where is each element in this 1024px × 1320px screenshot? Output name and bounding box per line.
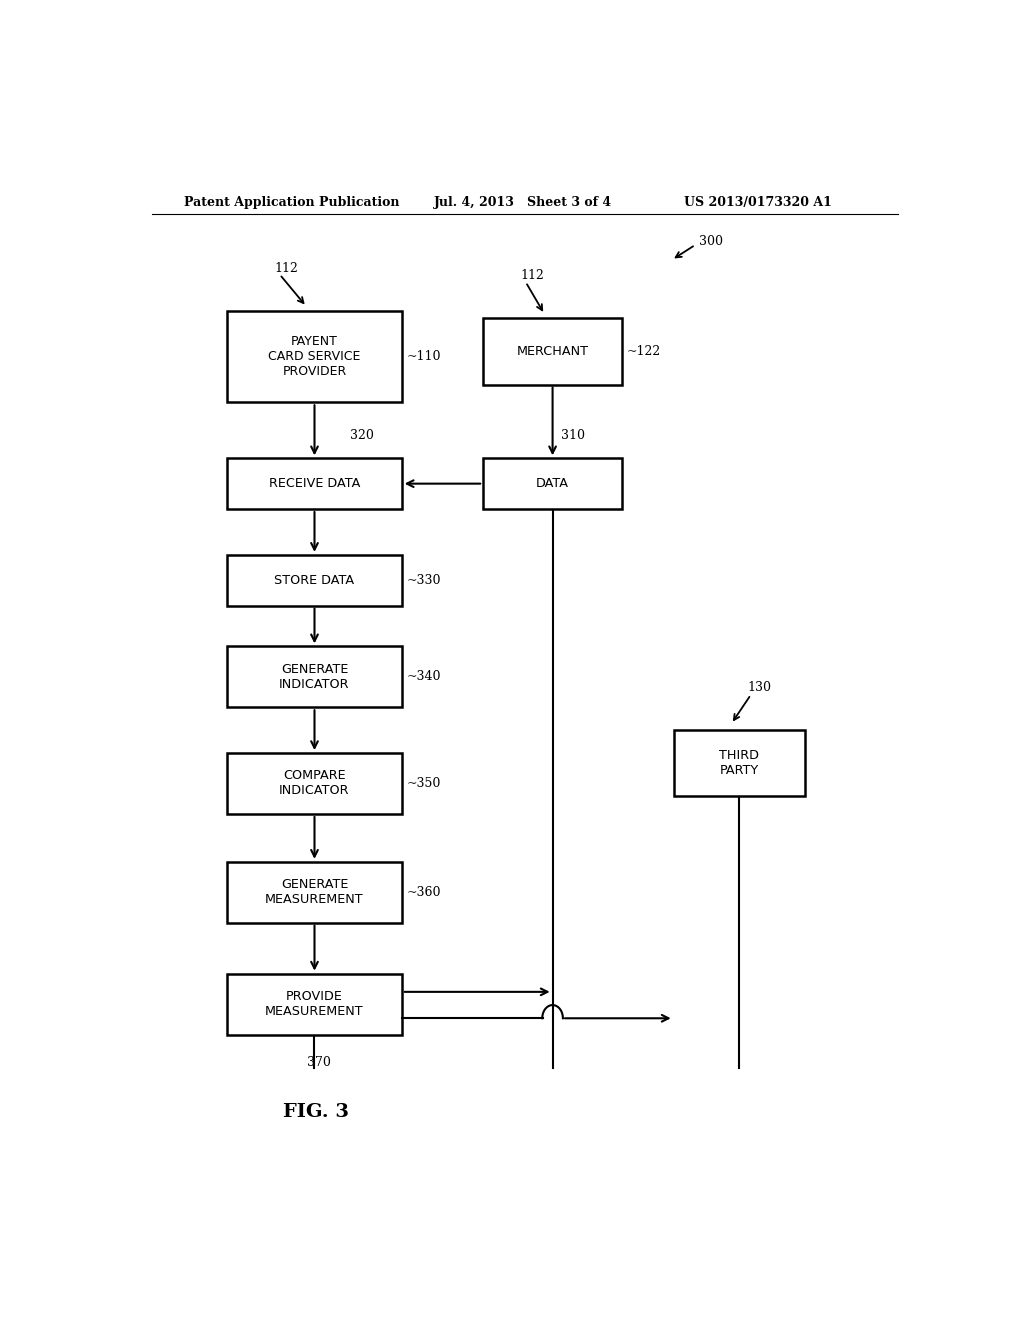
Text: DATA: DATA [537, 477, 569, 490]
Text: THIRD
PARTY: THIRD PARTY [719, 750, 759, 777]
FancyBboxPatch shape [674, 730, 805, 796]
Text: Jul. 4, 2013   Sheet 3 of 4: Jul. 4, 2013 Sheet 3 of 4 [433, 195, 611, 209]
FancyBboxPatch shape [227, 458, 401, 510]
Text: Patent Application Publication: Patent Application Publication [183, 195, 399, 209]
Text: ~122: ~122 [627, 345, 662, 358]
Text: PROVIDE
MEASUREMENT: PROVIDE MEASUREMENT [265, 990, 364, 1018]
FancyBboxPatch shape [227, 554, 401, 606]
Text: 130: 130 [748, 681, 771, 694]
FancyBboxPatch shape [227, 647, 401, 708]
Text: ~110: ~110 [407, 350, 441, 363]
Text: 370: 370 [306, 1056, 331, 1069]
Text: MERCHANT: MERCHANT [516, 345, 589, 358]
FancyBboxPatch shape [483, 318, 622, 384]
Text: 320: 320 [350, 429, 374, 442]
Text: ~360: ~360 [407, 886, 441, 899]
Text: GENERATE
INDICATOR: GENERATE INDICATOR [280, 663, 350, 690]
Text: 300: 300 [699, 235, 723, 248]
Text: RECEIVE DATA: RECEIVE DATA [269, 477, 360, 490]
Text: COMPARE
INDICATOR: COMPARE INDICATOR [280, 770, 350, 797]
Text: STORE DATA: STORE DATA [274, 574, 354, 586]
FancyBboxPatch shape [483, 458, 622, 510]
FancyBboxPatch shape [227, 752, 401, 814]
Text: ~340: ~340 [407, 671, 441, 684]
Text: US 2013/0173320 A1: US 2013/0173320 A1 [684, 195, 831, 209]
Text: PAYENT
CARD SERVICE
PROVIDER: PAYENT CARD SERVICE PROVIDER [268, 335, 360, 378]
Text: 112: 112 [521, 269, 545, 282]
Text: GENERATE
MEASUREMENT: GENERATE MEASUREMENT [265, 878, 364, 907]
FancyBboxPatch shape [227, 862, 401, 923]
FancyBboxPatch shape [227, 974, 401, 1035]
Text: FIG. 3: FIG. 3 [283, 1102, 349, 1121]
Text: 112: 112 [274, 261, 299, 275]
Text: ~330: ~330 [407, 574, 441, 586]
FancyBboxPatch shape [227, 312, 401, 403]
Text: ~350: ~350 [407, 777, 441, 789]
Text: 310: 310 [560, 429, 585, 442]
